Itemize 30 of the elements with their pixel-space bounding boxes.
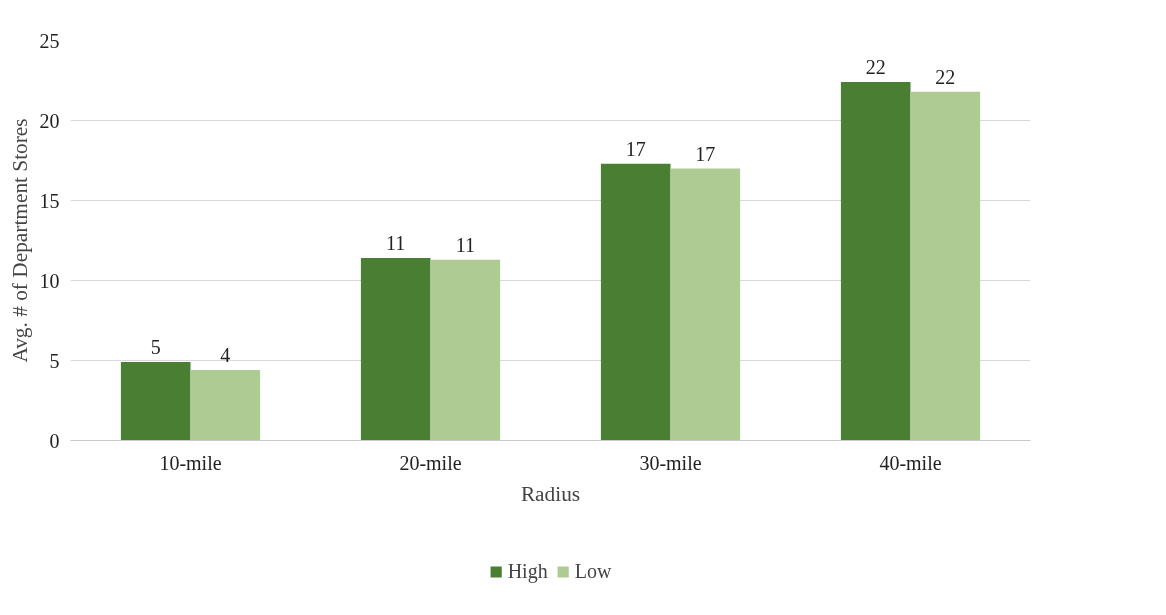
data-label: 4: [220, 344, 231, 367]
x-tick-label: 20-mile: [399, 451, 462, 474]
bar: [670, 168, 741, 441]
y-tick-label: 10: [39, 269, 60, 292]
data-label: 22: [865, 56, 886, 79]
data-label: 11: [386, 232, 406, 255]
y-tick-label: 25: [39, 29, 60, 52]
bar: [840, 82, 911, 441]
x-tick-label: 10-mile: [159, 451, 222, 474]
bar: [430, 259, 501, 441]
x-tick-label: 30-mile: [639, 451, 702, 474]
bar: [600, 163, 671, 441]
bar: [190, 370, 261, 441]
data-label: 17: [695, 142, 716, 165]
x-axis-title: Radius: [520, 481, 581, 506]
y-tick-label: 15: [39, 189, 60, 212]
data-label: 17: [625, 137, 646, 160]
y-axis-title: Avg. # of Department Stores: [7, 118, 32, 363]
y-tick-label: 0: [49, 429, 60, 452]
data-label: 5: [150, 336, 161, 359]
y-tick-label: 5: [49, 349, 60, 372]
legend-label: Low: [574, 559, 612, 583]
bar: [120, 362, 191, 441]
bar: [910, 91, 981, 441]
y-tick-label: 20: [39, 109, 60, 132]
x-tick-label: 40-mile: [879, 451, 942, 474]
data-label: 22: [935, 65, 956, 88]
bar: [360, 258, 431, 441]
data-label: 11: [455, 233, 475, 256]
legend-label: High: [507, 559, 548, 583]
